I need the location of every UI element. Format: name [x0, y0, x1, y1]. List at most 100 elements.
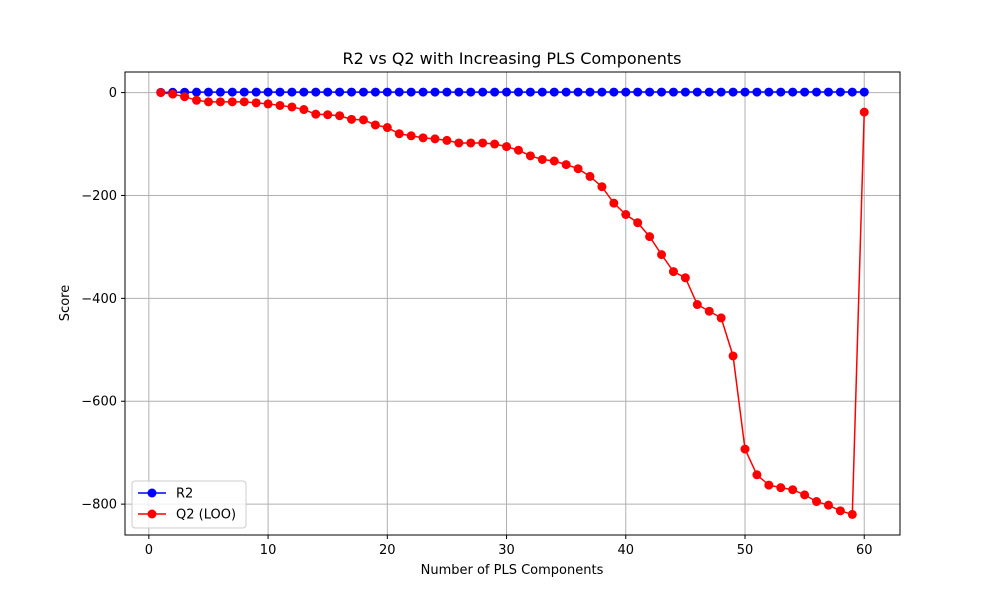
series-0-point [323, 87, 333, 97]
series-0-point [561, 87, 571, 97]
series-1-point [203, 97, 213, 107]
series-1-point [597, 182, 607, 192]
plot-area [124, 71, 901, 536]
series-1-point [680, 273, 690, 283]
series-1-point [561, 160, 571, 170]
grid [125, 72, 900, 535]
y-tick-label: −600 [81, 395, 117, 410]
series-0-point [382, 87, 392, 97]
series-1-point [347, 114, 357, 124]
series-1-point [299, 105, 309, 115]
x-tick-label: 40 [617, 543, 634, 558]
series-1-point [525, 151, 535, 161]
series-1-point [192, 95, 202, 105]
series-1-point [442, 135, 452, 145]
x-tick-label: 0 [145, 543, 153, 558]
series-1-point [728, 351, 738, 361]
series-0-point [728, 87, 738, 97]
series-0-point [299, 87, 309, 97]
series-1-point [227, 97, 237, 107]
series-layer [156, 87, 869, 519]
series-1-point [382, 123, 392, 133]
series-0-point [418, 87, 428, 97]
series-0-point [573, 87, 583, 97]
series-0-point [263, 87, 273, 97]
series-1-point [430, 134, 440, 144]
series-0-point [597, 87, 607, 97]
series-1-point [633, 218, 643, 228]
series-1-point [394, 129, 404, 139]
series-1-point [704, 306, 714, 316]
y-tick-label: −800 [81, 498, 117, 513]
series-0-point [525, 87, 535, 97]
series-0-point [335, 87, 345, 97]
series-0-point [192, 87, 202, 97]
y-tick-label: −400 [81, 292, 117, 307]
axis-ticks: 0 10 20 30 40 50 60 −800 −600 −400 −200 0 [81, 86, 872, 558]
series-1-point [239, 97, 249, 107]
series-0-point [823, 87, 833, 97]
series-0-point [311, 87, 321, 97]
series-0-point [812, 87, 822, 97]
series-0-point [740, 87, 750, 97]
series-1-point [752, 470, 762, 480]
series-1-point [764, 480, 774, 490]
series-0-point [752, 87, 762, 97]
series-0-point [776, 87, 786, 97]
series-1-point [823, 500, 833, 510]
series-1-point [812, 497, 822, 507]
series-1-point [716, 313, 726, 323]
series-0-point [657, 87, 667, 97]
series-1-point [657, 250, 667, 260]
series-1-point [251, 98, 261, 108]
chart-title: R2 vs Q2 with Increasing PLS Components [343, 49, 682, 68]
series-0-point [847, 87, 857, 97]
y-axis-label: Score [58, 285, 73, 321]
series-1-point [835, 506, 845, 516]
series-0-point [716, 87, 726, 97]
series-0-point [287, 87, 297, 97]
series-1-point [323, 110, 333, 120]
series-0-point [513, 87, 523, 97]
series-0-point [490, 87, 500, 97]
series-0-point [215, 87, 225, 97]
x-axis-label: Number of PLS Components [421, 563, 604, 578]
series-1-point [156, 88, 166, 98]
series-0-point [704, 87, 714, 97]
series-0-point [347, 87, 357, 97]
y-tick-label: 0 [109, 86, 117, 101]
series-1-point [263, 99, 273, 109]
series-1-point [418, 133, 428, 143]
x-tick-label: 30 [498, 543, 515, 558]
y-tick-label: −200 [81, 189, 117, 204]
series-0-point [549, 87, 559, 97]
series-1-point [776, 483, 786, 493]
legend: R2 Q2 (LOO) [131, 480, 247, 529]
series-0-point [645, 87, 655, 97]
series-0-point [394, 87, 404, 97]
series-1-point [573, 164, 583, 174]
series-1-point [502, 142, 512, 152]
series-1-point [275, 100, 285, 110]
series-1-point [370, 120, 380, 130]
series-0-point [609, 87, 619, 97]
legend-label-r2: R2 [176, 487, 193, 502]
series-0-point [430, 87, 440, 97]
series-1-point [311, 109, 321, 119]
series-0-point [251, 87, 261, 97]
series-0-point [668, 87, 678, 97]
series-1-point [788, 485, 798, 495]
series-0-point [537, 87, 547, 97]
series-0-point [859, 87, 869, 97]
series-1-point [847, 509, 857, 519]
series-1-point [168, 89, 178, 99]
series-1-point [215, 97, 225, 107]
x-tick-label: 10 [260, 543, 277, 558]
series-1-point [645, 232, 655, 242]
series-0-point [633, 87, 643, 97]
series-1-point [454, 138, 464, 148]
series-1-point [585, 171, 595, 181]
series-0-point [442, 87, 452, 97]
series-0-point [800, 87, 810, 97]
